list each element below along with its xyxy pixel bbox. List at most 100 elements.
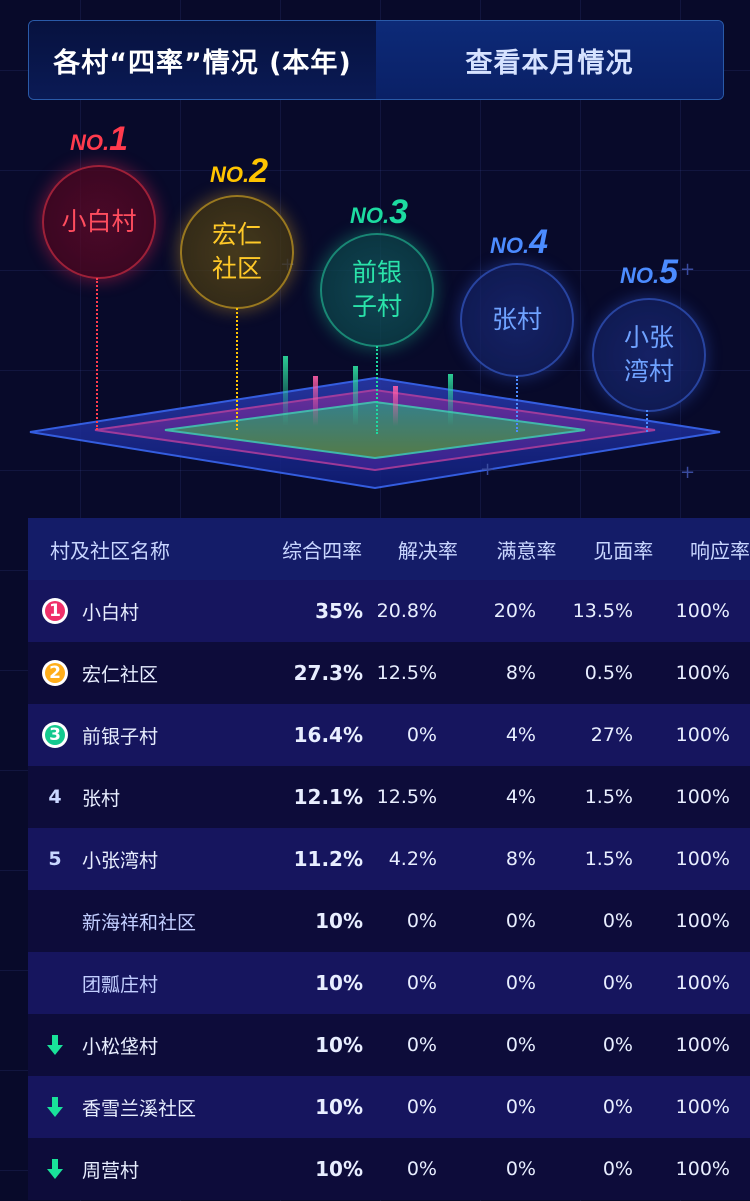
satisfaction-rate: 0%	[505, 910, 536, 932]
name-cell: 周营村	[28, 1156, 238, 1183]
name-cell: 2 宏仁社区	[28, 660, 238, 687]
village-name: 小松垡村	[82, 1035, 159, 1058]
resolve-rate: 20.8%	[376, 600, 437, 622]
satisfaction-rate: 0%	[505, 972, 536, 994]
resolve-rate: 4.2%	[388, 848, 437, 870]
tab-monthly[interactable]: 查看本月情况	[376, 21, 723, 99]
table-row[interactable]: 团瓢庄村 10% 0% 0% 0% 100%	[28, 952, 750, 1014]
response-rate: 100%	[675, 786, 730, 808]
village-name: 宏仁社区	[82, 663, 159, 686]
rank-cell	[28, 1157, 82, 1181]
header-response[interactable]: 响应率	[689, 538, 750, 563]
table-row[interactable]: 4 张村 12.1% 12.5% 4% 1.5% 100%	[28, 766, 750, 828]
name-cell: 小松垡村	[28, 1032, 238, 1059]
village-name: 小张湾村	[82, 849, 159, 872]
podium-stem-4	[516, 376, 518, 432]
comprehensive-rate: 35%	[315, 599, 363, 623]
header-resolve[interactable]: 解决率	[397, 538, 458, 563]
satisfaction-rate: 8%	[505, 848, 536, 870]
response-rate: 100%	[675, 972, 730, 994]
rank-cell: 3	[28, 722, 82, 748]
podium-rank-1: NO.1	[70, 120, 129, 158]
satisfaction-rate: 4%	[505, 786, 536, 808]
tab-yearly[interactable]: 各村“四率”情况 (本年)	[29, 21, 376, 99]
podium-rank-4: NO.4	[490, 223, 549, 261]
podium-stem-1	[96, 278, 98, 430]
comprehensive-rate: 27.3%	[293, 661, 363, 685]
podium-bubble-3[interactable]: 前银 子村	[320, 233, 434, 347]
down-arrow-icon	[47, 1097, 63, 1117]
village-name: 新海祥和社区	[82, 911, 197, 934]
meeting-rate: 0%	[602, 1158, 633, 1180]
response-rate: 100%	[675, 910, 730, 932]
medal-number: 3	[45, 725, 65, 745]
village-name: 小白村	[82, 601, 140, 624]
table-row[interactable]: 3 前银子村 16.4% 0% 4% 27% 100%	[28, 704, 750, 766]
response-rate: 100%	[675, 1158, 730, 1180]
meeting-rate: 0%	[602, 1096, 633, 1118]
meeting-rate: 0%	[602, 1034, 633, 1056]
medal-2-icon: 2	[42, 660, 68, 686]
down-arrow-icon	[47, 1159, 63, 1179]
satisfaction-rate: 8%	[505, 662, 536, 684]
podium-stem-2	[236, 308, 238, 430]
comprehensive-rate: 10%	[315, 1033, 363, 1057]
village-name: 张村	[82, 787, 121, 810]
resolve-rate: 0%	[406, 910, 437, 932]
table-header: 村及社区名称 综合四率 解决率 满意率 见面率 响应率	[28, 518, 750, 580]
comprehensive-rate: 10%	[315, 971, 363, 995]
meeting-rate: 27%	[590, 724, 633, 746]
podium-rank-2: NO.2	[210, 152, 269, 190]
village-name: 前银子村	[82, 725, 159, 748]
meeting-rate: 0%	[602, 910, 633, 932]
response-rate: 100%	[675, 724, 730, 746]
header-comprehensive[interactable]: 综合四率	[282, 538, 363, 563]
table-row[interactable]: 1 小白村 35% 20.8% 20% 13.5% 100%	[28, 580, 750, 642]
table-row[interactable]: 周营村 10% 0% 0% 0% 100%	[28, 1138, 750, 1200]
resolve-rate: 0%	[406, 972, 437, 994]
meeting-rate: 1.5%	[584, 786, 633, 808]
rank-cell: 5	[28, 848, 82, 870]
meeting-rate: 0%	[602, 972, 633, 994]
header-meeting[interactable]: 见面率	[593, 538, 654, 563]
header-name[interactable]: 村及社区名称	[50, 538, 170, 563]
podium-stem-3	[376, 346, 378, 434]
meeting-rate: 13.5%	[572, 600, 633, 622]
rank-number: 5	[48, 848, 62, 870]
response-rate: 100%	[675, 848, 730, 870]
table-row[interactable]: 香雪兰溪社区 10% 0% 0% 0% 100%	[28, 1076, 750, 1138]
table-row[interactable]: 新海祥和社区 10% 0% 0% 0% 100%	[28, 890, 750, 952]
table-row[interactable]: 2 宏仁社区 27.3% 12.5% 8% 0.5% 100%	[28, 642, 750, 704]
podium-bubble-5[interactable]: 小张 湾村	[592, 298, 706, 412]
top-five-podium: + + + + NO.1 小白村 NO.2 宏仁 社区 NO.3 前银 子村 N…	[0, 110, 750, 510]
rank-cell	[28, 1095, 82, 1119]
podium-bubble-1[interactable]: 小白村	[42, 165, 156, 279]
rank-cell: 1	[28, 598, 82, 624]
svg-text:+: +	[680, 462, 695, 483]
rank-cell: 4	[28, 786, 82, 808]
name-cell: 1 小白村	[28, 598, 238, 625]
satisfaction-rate: 0%	[505, 1096, 536, 1118]
table-row[interactable]: 5 小张湾村 11.2% 4.2% 8% 1.5% 100%	[28, 828, 750, 890]
name-cell: 5 小张湾村	[28, 846, 238, 873]
medal-1-icon: 1	[42, 598, 68, 624]
podium-rank-5: NO.5	[620, 253, 679, 291]
rank-cell	[28, 1033, 82, 1057]
rank-number: 4	[48, 786, 62, 808]
meeting-rate: 0.5%	[584, 662, 633, 684]
table-row[interactable]: 小松垡村 10% 0% 0% 0% 100%	[28, 1014, 750, 1076]
satisfaction-rate: 0%	[505, 1034, 536, 1056]
medal-3-icon: 3	[42, 722, 68, 748]
podium-bubble-2[interactable]: 宏仁 社区	[180, 195, 294, 309]
podium-bubble-4[interactable]: 张村	[460, 263, 574, 377]
resolve-rate: 12.5%	[376, 786, 437, 808]
response-rate: 100%	[675, 600, 730, 622]
header-satisfaction[interactable]: 满意率	[496, 538, 557, 563]
name-cell: 香雪兰溪社区	[28, 1094, 238, 1121]
table-body: 1 小白村 35% 20.8% 2 0% 13.5% 100% 2 宏仁社区 27.3% 12.5% 8…	[28, 580, 750, 1200]
name-cell: 4 张村	[28, 784, 238, 811]
village-name: 团瓢庄村	[82, 973, 159, 996]
resolve-rate: 0%	[406, 1096, 437, 1118]
response-rate: 100%	[675, 1034, 730, 1056]
meeting-rate: 1.5%	[584, 848, 633, 870]
